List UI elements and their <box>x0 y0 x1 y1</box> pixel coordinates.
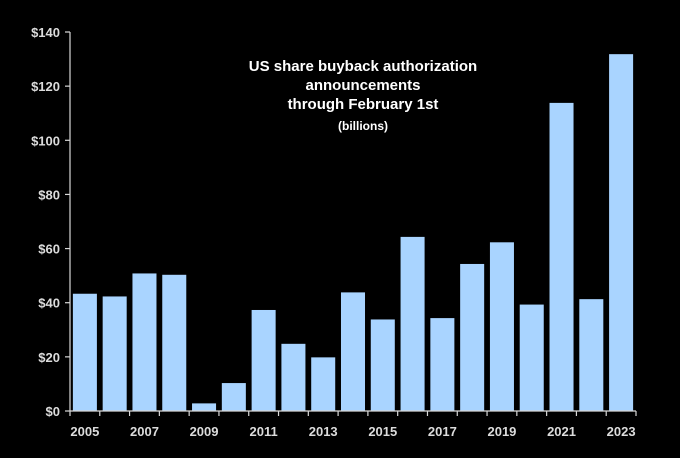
y-tick-label: $60 <box>38 242 60 257</box>
bar-2013 <box>310 356 337 412</box>
bar-2007 <box>131 272 158 412</box>
x-tick-label: 2017 <box>428 424 457 439</box>
bar-group <box>71 53 635 412</box>
bar-2016 <box>399 235 426 412</box>
y-axis-ticks: $0 $20 $40 $60 $80 $100 $120 $140 <box>31 25 70 419</box>
bar-2012 <box>280 342 307 412</box>
x-tick-label: 2023 <box>607 424 636 439</box>
y-tick-label: $40 <box>38 296 60 311</box>
chart-subtitle: (billions) <box>338 119 388 133</box>
bar-2015 <box>369 318 396 412</box>
y-tick-label: $140 <box>31 25 60 40</box>
bar-2005 <box>71 292 98 412</box>
bar-2010 <box>220 382 247 412</box>
x-tick-label: 2011 <box>250 424 278 439</box>
x-tick-label: 2009 <box>190 424 219 439</box>
y-tick-label: $100 <box>31 133 60 148</box>
x-tick-label: 2013 <box>309 424 338 439</box>
bar-2022 <box>578 298 605 412</box>
chart-title-line-2: announcements <box>305 77 420 94</box>
bar-2011 <box>250 308 277 412</box>
y-tick-label: $120 <box>31 79 60 94</box>
x-tick-label: 2021 <box>547 424 576 439</box>
bar-2023 <box>608 53 635 412</box>
bar-2020 <box>518 303 545 412</box>
x-axis-ticks: 2005 2007 2009 2011 2013 2015 2017 2019 2021 2023 <box>69 411 637 439</box>
y-tick-label: $20 <box>38 350 60 365</box>
y-tick-label: $80 <box>38 187 60 202</box>
bar-2018 <box>459 262 486 412</box>
x-tick-label: 2015 <box>368 424 397 439</box>
bar-2021 <box>548 101 575 412</box>
bar-2017 <box>429 317 456 412</box>
bar-2014 <box>339 291 367 412</box>
chart-title-line-1: US share buyback authorization <box>249 58 477 75</box>
chart-title-line-3: through February 1st <box>288 96 439 113</box>
axes <box>69 32 636 412</box>
x-tick-label: 2007 <box>130 424 159 439</box>
bar-2008 <box>161 273 188 412</box>
x-tick-label: 2005 <box>70 424 99 439</box>
x-tick-label: 2019 <box>487 424 516 439</box>
y-tick-label: $0 <box>46 404 60 419</box>
bar-2009 <box>191 402 218 412</box>
chart-title: US share buyback authorization announcem… <box>249 58 477 133</box>
bar-2019 <box>488 241 515 412</box>
bar-2006 <box>101 295 128 412</box>
